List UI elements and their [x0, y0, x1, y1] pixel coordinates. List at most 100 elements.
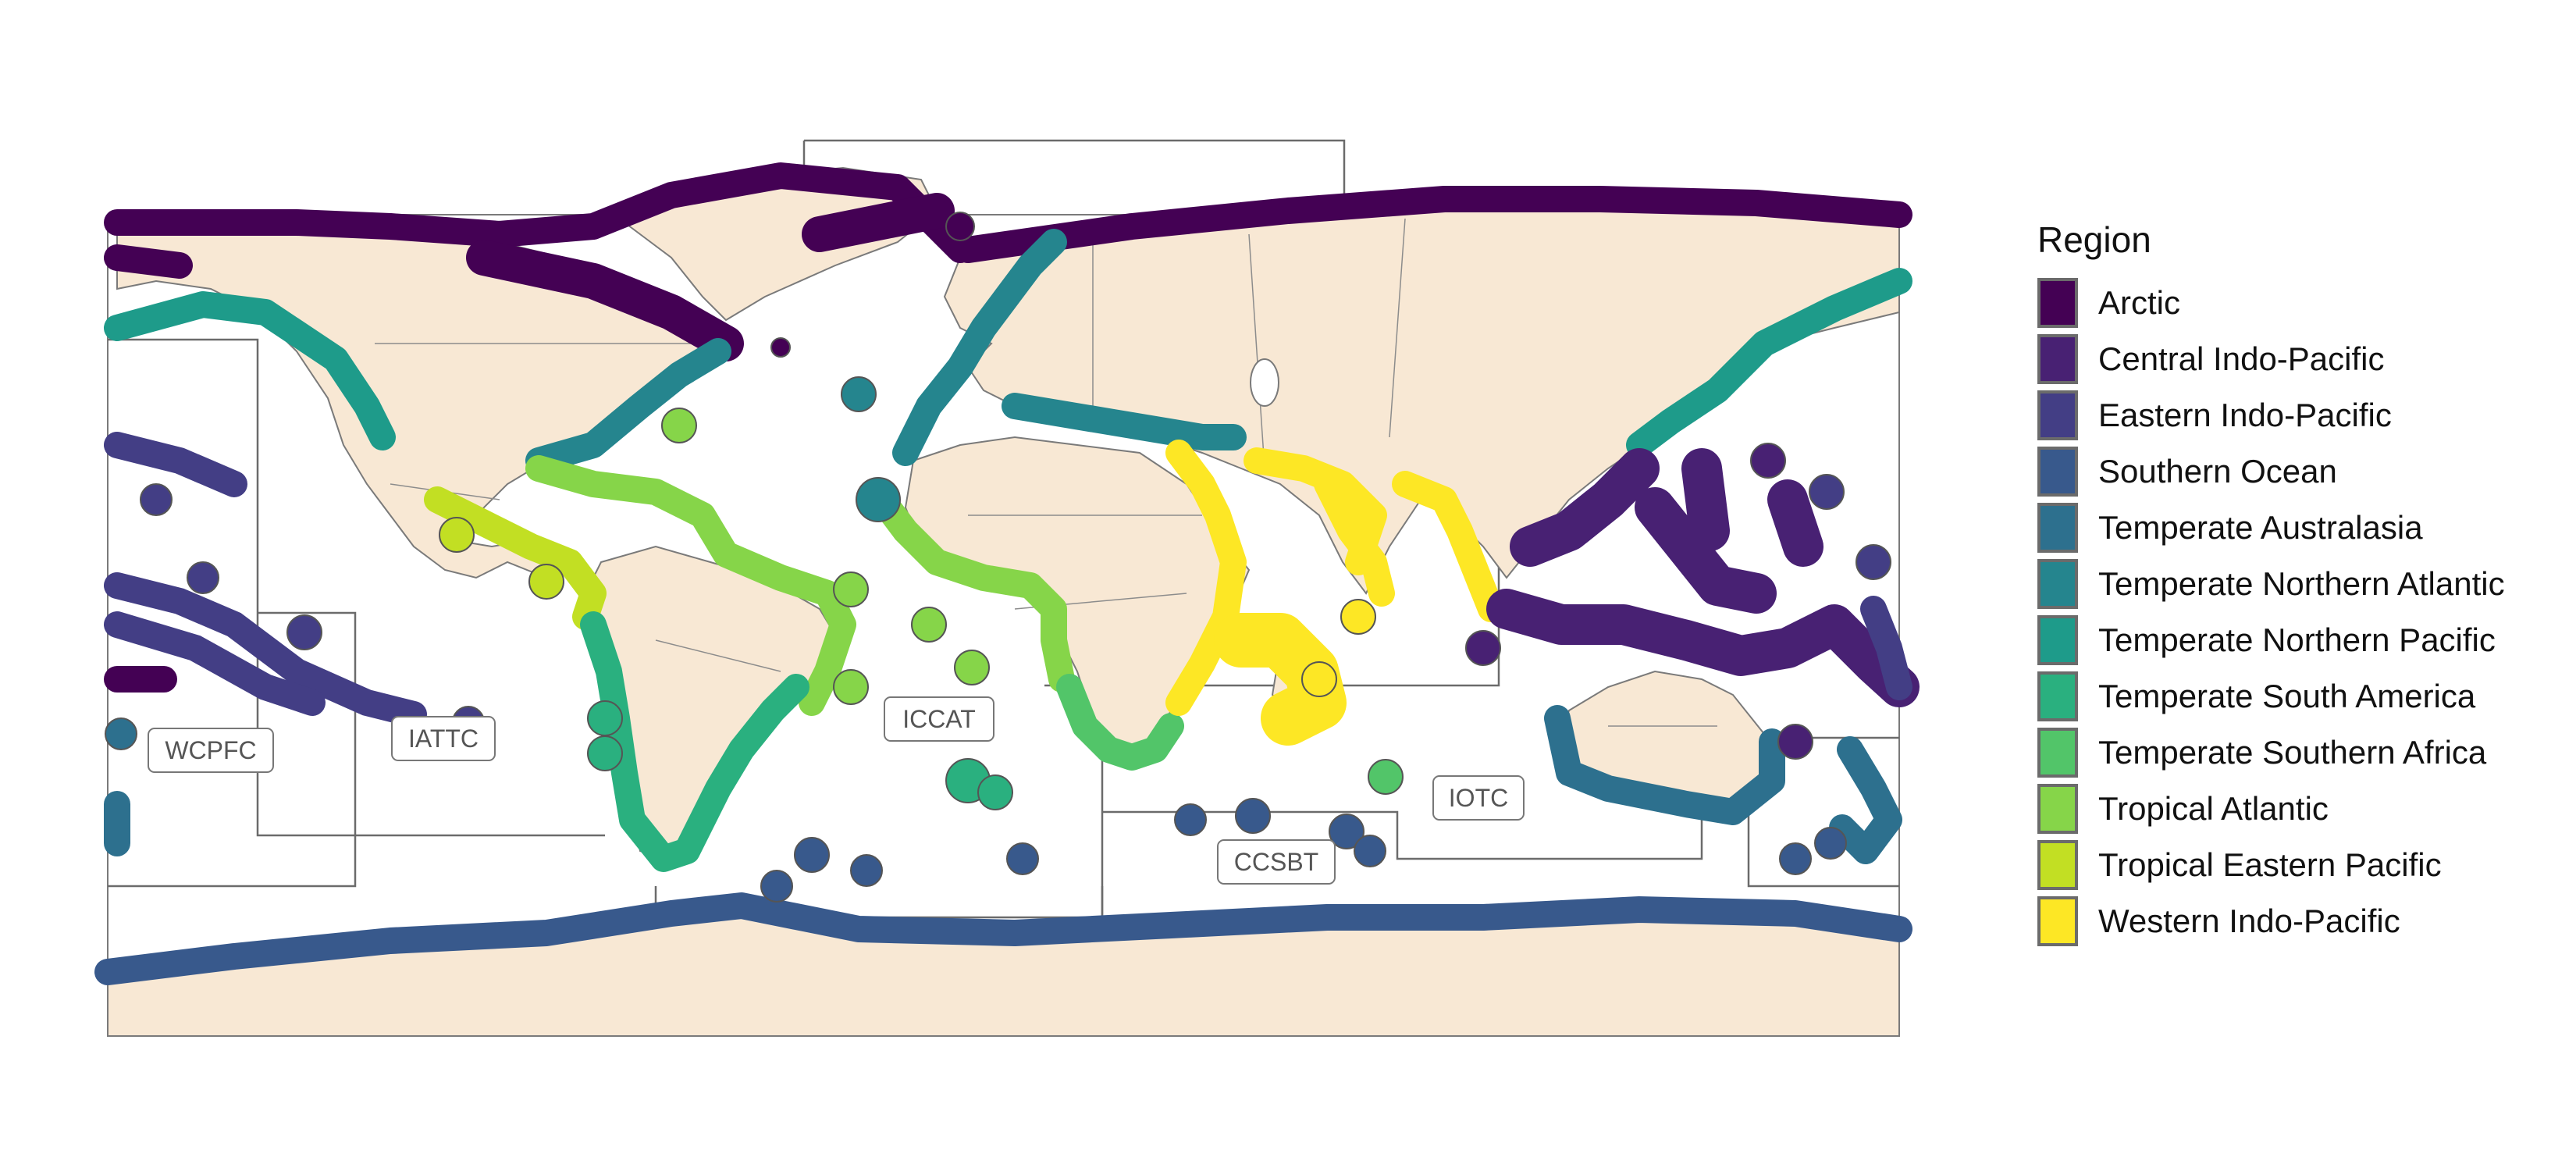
island-markers	[105, 212, 1891, 903]
island-marker	[911, 607, 947, 643]
island-marker	[977, 774, 1013, 810]
legend-item: Southern Ocean	[2037, 443, 2505, 500]
island-marker	[1340, 599, 1376, 635]
legend-label: Central Indo-Pacific	[2098, 340, 2385, 377]
legend-items: Arctic Central Indo-Pacific Eastern Indo-P…	[2037, 275, 2505, 949]
legend-swatch	[2037, 503, 2078, 553]
island-marker	[187, 561, 219, 594]
island-marker	[1750, 443, 1786, 479]
legend-item: Temperate Northern Pacific	[2037, 612, 2505, 668]
legend-label: Temperate South America	[2098, 678, 2476, 714]
greenland-land	[607, 166, 938, 322]
legend-swatch	[2037, 447, 2078, 497]
island-marker	[833, 571, 869, 607]
temperate-south-africa-band	[1056, 674, 1184, 771]
legend-item: Eastern Indo-Pacific	[2037, 387, 2505, 443]
iccat-label: ICCAT	[902, 705, 976, 733]
island-marker	[856, 477, 901, 522]
island-marker	[1174, 803, 1207, 836]
legend-item: Temperate Southern Africa	[2037, 725, 2505, 781]
island-chains	[104, 432, 1912, 856]
legend-label: Temperate Southern Africa	[2098, 734, 2487, 771]
southern-ocean-band	[94, 892, 1912, 985]
legend-swatch	[2037, 615, 2078, 665]
rfmo-labels: WCPFC IATTC ICCAT IOTC CCSBT	[148, 696, 1525, 885]
island-marker	[1301, 661, 1337, 697]
wcpfc-label-box: WCPFC	[148, 728, 274, 773]
legend-label: Arctic	[2098, 284, 2180, 321]
island-marker	[770, 337, 791, 358]
island-marker	[1809, 474, 1845, 510]
legend-swatch	[2037, 278, 2078, 328]
island-marker	[587, 735, 623, 771]
iccat-label-box: ICCAT	[884, 696, 994, 742]
island-marker	[105, 717, 137, 750]
legend-label: Tropical Atlantic	[2098, 790, 2329, 827]
legend-label: Tropical Eastern Pacific	[2098, 846, 2442, 883]
legend-swatch	[2037, 896, 2078, 946]
island-chain	[104, 611, 326, 716]
island-chain	[104, 432, 247, 497]
legend-swatch	[2037, 671, 2078, 721]
caspian-sea	[1250, 358, 1279, 407]
legend-swatch	[2037, 390, 2078, 440]
island-marker	[286, 614, 322, 650]
legend-swatch	[2037, 840, 2078, 890]
legend-item: Temperate South America	[2037, 668, 2505, 725]
tropical-east-pacific-band	[424, 486, 607, 630]
iotc-label: IOTC	[1449, 784, 1508, 812]
island-marker	[661, 408, 697, 443]
island-marker	[1368, 759, 1404, 795]
legend-swatch	[2037, 559, 2078, 609]
legend-item: Arctic	[2037, 275, 2505, 331]
region-legend: Region Arctic Central Indo-Pacific Eastern…	[2037, 219, 2505, 949]
iccat-label-frame	[884, 696, 994, 742]
legend-item: Western Indo-Pacific	[2037, 893, 2505, 949]
island-marker	[1006, 842, 1039, 875]
island-marker	[439, 517, 475, 553]
iattc-label: IATTC	[408, 725, 479, 753]
wcpfc-boundary	[108, 611, 357, 888]
border-line	[1248, 233, 1265, 469]
island-marker	[841, 376, 877, 412]
island-marker	[1814, 827, 1847, 860]
western-indo-pacific-band	[1165, 440, 1504, 716]
ecoregion-bands	[94, 162, 1920, 985]
central-indo-pacific-band	[1486, 448, 1920, 707]
legend-item: Tropical Atlantic	[2037, 781, 2505, 837]
border-line	[1389, 218, 1406, 438]
ccsbt-label: CCSBT	[1234, 848, 1318, 876]
legend-label: Temperate Australasia	[2098, 509, 2423, 546]
legend-swatch	[2037, 784, 2078, 834]
island-marker	[1329, 814, 1364, 849]
island-marker	[850, 854, 883, 887]
island-chain	[1860, 596, 1912, 700]
ccsbt-label-box: CCSBT	[1217, 839, 1336, 885]
island-marker	[140, 483, 173, 516]
iattc-label-frame	[391, 716, 496, 761]
iattc-boundary	[108, 338, 605, 837]
legend-item: Tropical Eastern Pacific	[2037, 837, 2505, 893]
legend-swatch	[2037, 728, 2078, 778]
island-marker	[954, 650, 990, 685]
country-borders	[375, 218, 1717, 727]
island-marker	[1777, 724, 1813, 760]
island-marker	[1235, 798, 1271, 834]
legend-swatch	[2037, 334, 2078, 384]
iotc-label-box: IOTC	[1432, 775, 1525, 821]
tropical-atlantic-band	[525, 455, 1075, 716]
island-marker	[1856, 544, 1891, 580]
legend-label: Eastern Indo-Pacific	[2098, 397, 2392, 433]
wcpfc-label-frame	[148, 728, 274, 773]
border-line	[655, 639, 781, 672]
island-marker	[794, 837, 830, 873]
legend-label: Temperate Northern Pacific	[2098, 621, 2496, 658]
legend-label: Temperate Northern Atlantic	[2098, 565, 2505, 602]
legend-label: Southern Ocean	[2098, 453, 2337, 490]
temperate-north-pacific-band	[104, 268, 1912, 458]
island-marker	[1465, 630, 1501, 666]
legend-title: Region	[2037, 219, 2151, 260]
island-marker	[760, 870, 793, 903]
